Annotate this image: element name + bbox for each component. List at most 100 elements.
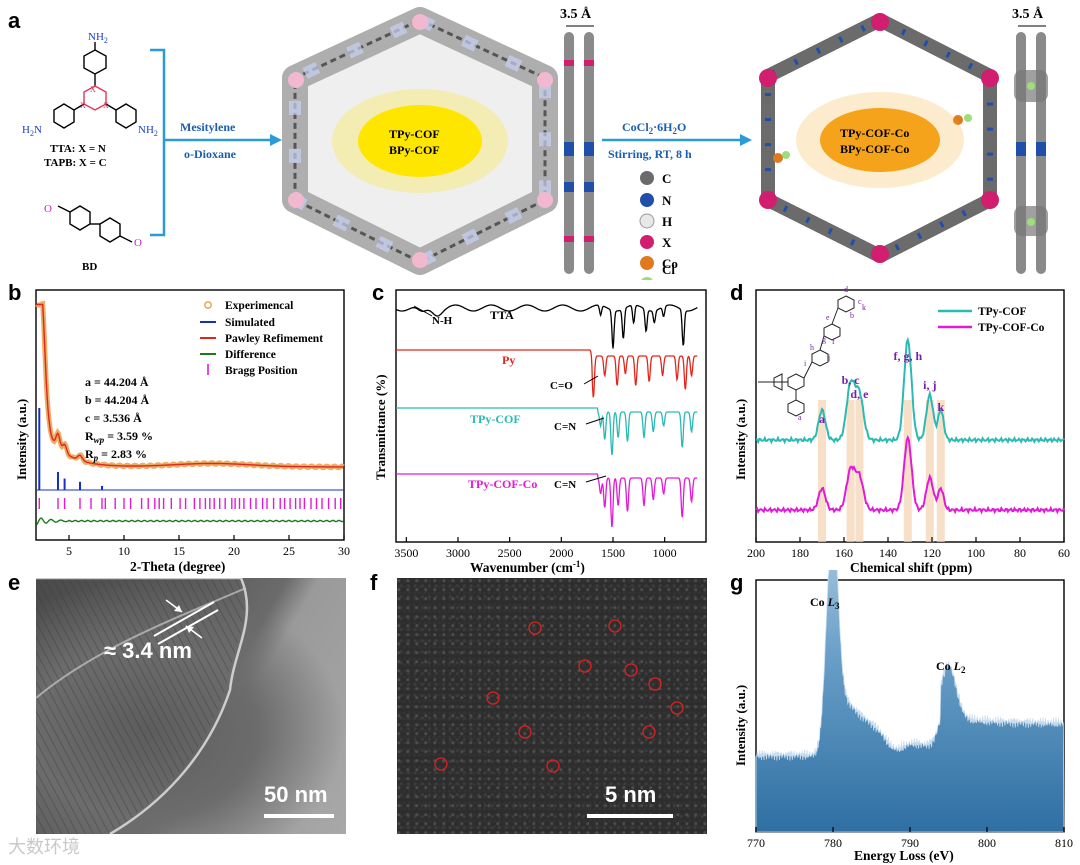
scheme-svg: NH2 H2N NH2 X X X TTA: X = N TAPB: X = C… <box>22 6 1048 280</box>
ftir-xlabel: Wavenumber (cm-1) <box>470 559 585 575</box>
stack-spacing-1: 3.5 Å <box>560 6 592 22</box>
panel-label-a: a <box>8 8 21 33</box>
h2n-left: H2N <box>22 124 42 138</box>
x-atom-3: X <box>103 101 109 110</box>
nmr-structure-letter-b: b <box>850 311 854 320</box>
nmr-band-5 <box>936 400 945 542</box>
nmr-structure <box>758 295 855 417</box>
bd-molecule <box>57 205 133 243</box>
nmr-peak-label-0: a <box>819 412 825 426</box>
ftir-curve-tpy-cof-co <box>396 473 698 528</box>
xrd-ticklabel-30: 30 <box>338 544 350 558</box>
panel-label-g: g <box>730 570 744 595</box>
stem-atom-circle-5 <box>486 691 500 705</box>
tem-image: ≈ 3.4 nm 50 nm <box>36 578 346 834</box>
ftir-label-tpy-cof: TPy-COF <box>470 412 521 426</box>
nmr-ticklabel-120: 120 <box>923 546 941 560</box>
legend-cl: Cl <box>662 262 675 277</box>
xrd-param-b: b = 44.204 Å <box>85 393 150 407</box>
stack-spacing-2: 3.5 Å <box>1012 6 1044 22</box>
eels-annot-l2: Co L2 <box>936 659 966 675</box>
xrd-ticklabel-15: 15 <box>173 544 185 558</box>
tem-scale-label: 50 nm <box>264 782 328 807</box>
bd-o-right: O <box>134 237 142 249</box>
nmr-structure-letter-e: e <box>826 313 830 322</box>
stem-atom-circle-1 <box>608 619 622 633</box>
cof1-line1: TPy-COF <box>389 127 440 141</box>
xrd-ticklabel-10: 10 <box>118 544 130 558</box>
xrd-bragg-ticks <box>38 498 342 509</box>
eels-ticklabel-790: 790 <box>901 836 919 850</box>
nmr-highlight-bands <box>818 400 945 542</box>
nmr-ticklabel-140: 140 <box>879 546 897 560</box>
cof-framework-1 <box>282 7 558 275</box>
nmr-ticklabel-160: 160 <box>835 546 853 560</box>
legend-c: C <box>662 171 671 186</box>
stem-atom-circle-9 <box>434 757 448 771</box>
legend-h: H <box>662 214 672 229</box>
xrd-pawley-curve <box>36 303 344 468</box>
step2-line1: CoCl2·6H2O <box>622 120 686 136</box>
step1-line2: o-Dioxane <box>184 147 237 161</box>
ftir-ticklabel-2500: 2500 <box>498 546 522 560</box>
xrd-ticklabel-20: 20 <box>228 544 240 558</box>
nmr-band-1 <box>846 400 855 542</box>
xrd-legend-diff: Difference <box>225 349 276 361</box>
xrd-legend-bragg: Bragg Position <box>225 365 298 377</box>
panel-label-d: d <box>730 280 744 305</box>
stem-atom-circle-4 <box>648 677 662 691</box>
xrd-ticklabel-5: 5 <box>66 544 72 558</box>
xrd-param-a: a = 44.204 Å <box>85 375 149 389</box>
xrd-param-c: c = 3.536 Å <box>85 411 142 425</box>
bracket <box>150 48 166 237</box>
stem-scale-bar <box>587 814 673 818</box>
nmr-peak-labels: a b, cd, e f, g, h i, jk <box>819 349 944 426</box>
nh2-right: NH2 <box>138 124 158 138</box>
ftir-ylabel: Transmittance (%) <box>373 374 388 480</box>
stem-atom-circle-3 <box>624 663 638 677</box>
cof2-line2: BPy-COF-Co <box>840 142 909 156</box>
stack-1 <box>564 32 594 274</box>
xrd-legend-pawley: Pawley Refimement <box>225 333 323 345</box>
xrd-legend-exp: Experimencal <box>225 300 293 312</box>
nmr-band-4 <box>925 400 934 542</box>
ftir-curve-tpy-cof <box>396 407 698 456</box>
nmr-structure-letter-g: g <box>822 335 826 344</box>
stem-atom-circle-10 <box>546 759 560 773</box>
watermark: 大数环境 <box>8 837 80 858</box>
xrd-xlabel: 2-Theta (degree) <box>130 559 225 574</box>
eels-area <box>755 570 1065 833</box>
eels-ylabel: Intensity (a.u.) <box>733 685 748 766</box>
nmr-chart: 200 180 160 140 120 100 80 60 a b, cd, e f, g, h i… <box>733 285 1070 575</box>
tapb-label: TAPB: X = C <box>44 157 107 169</box>
stack-2 <box>1014 32 1048 274</box>
ftir-ticklabel-2000: 2000 <box>549 546 573 560</box>
nmr-structure-letter-h: h <box>810 343 814 352</box>
xrd-param-rwp: Rwp = 3.59 % <box>85 429 153 445</box>
nmr-peak-label-2: d, e <box>850 387 869 401</box>
step2-line2: Stirring, RT, 8 h <box>608 147 692 161</box>
cof2-line1: TPy-COF-Co <box>840 126 909 140</box>
panel-label-b: b <box>8 280 22 305</box>
step1-line1: Mesitylene <box>180 120 236 134</box>
nmr-ticklabel-100: 100 <box>967 546 985 560</box>
nmr-band-0 <box>818 400 826 542</box>
stem-scale-label: 5 nm <box>605 782 657 807</box>
xrd-simulated-peaks <box>36 408 344 491</box>
ftir-curve-py <box>396 349 698 398</box>
ftir-ticklabel-3500: 3500 <box>394 546 418 560</box>
nmr-structure-letter-j: j <box>827 353 830 362</box>
nmr-structure-letter-k: k <box>862 303 866 312</box>
nmr-ticklabel-180: 180 <box>791 546 809 560</box>
nh2-top: NH2 <box>88 31 108 45</box>
x-atom-1: X <box>90 85 96 94</box>
ftir-label-py: Py <box>502 353 515 367</box>
xrd-experimental-curve <box>35 300 345 471</box>
nmr-peak-label-1: b, c <box>842 373 861 387</box>
nmr-peak-label-3: f, g, h <box>893 349 922 363</box>
nmr-peak-label-4: i, j <box>923 378 936 392</box>
panel-label-e: e <box>8 570 21 595</box>
panel-label-f: f <box>370 570 378 595</box>
cof-framework-2 <box>759 13 999 263</box>
